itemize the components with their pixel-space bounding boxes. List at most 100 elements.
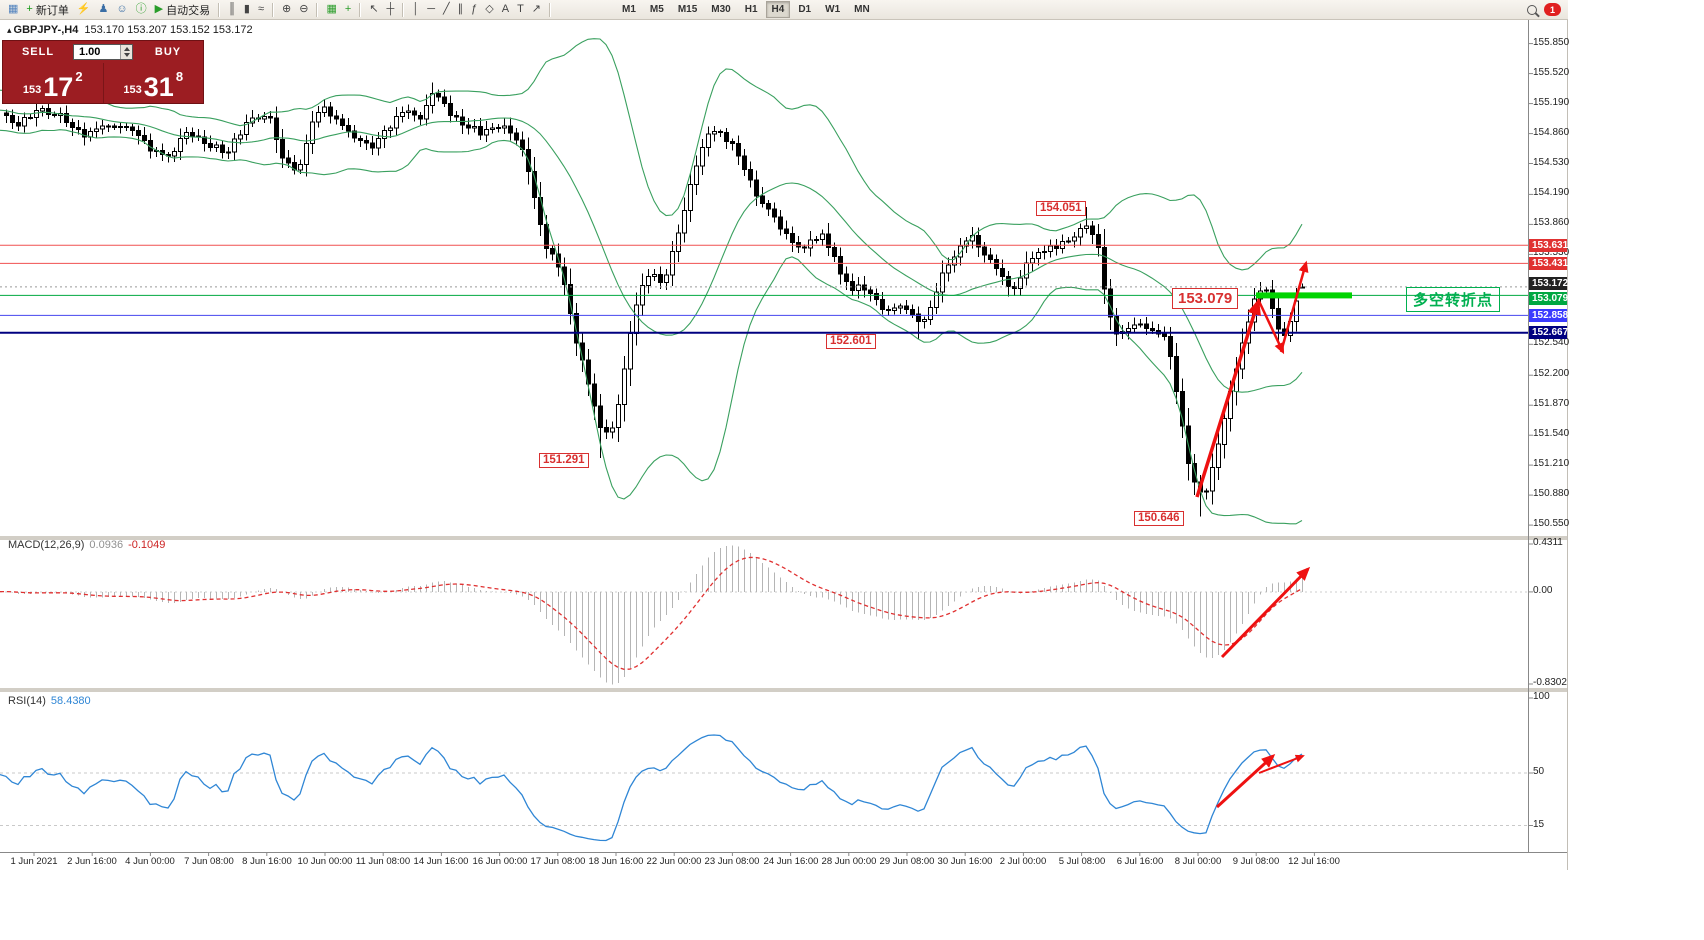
lightning-icon: ⚡ [76, 3, 91, 15]
toolbar-group-zoom: ⊕ ⊖ [278, 0, 312, 19]
sell-price-sup: 2 [75, 69, 83, 84]
sell-caption[interactable]: SELL [21, 46, 55, 58]
line-chart-icon[interactable]: ≈ [254, 1, 268, 19]
lot-spinner[interactable] [120, 45, 132, 59]
bollinger-middle-band [0, 109, 1303, 393]
new-order-icon: + [26, 3, 33, 15]
toolbar-group-windows: ▦ + [322, 0, 355, 19]
bollinger-lower-band [0, 129, 1303, 525]
bollinger-upper-band [0, 38, 1303, 271]
toolbar-groups: ▦ + 新订单 ⚡ ♟ ☺ ⓘ ▶ 自动交易 ║ ▮ ≈ ⊕ ⊖ ▦ + ↖ ┼ │ ─ ╱ ∥ ƒ ◇ A T ↗ M1 M5 M15 M… [4, 0, 877, 19]
text-icon: A [501, 3, 510, 15]
trend-arrow[interactable] [1215, 753, 1276, 809]
spinner-down-icon[interactable] [123, 53, 130, 57]
zoom-out-icon: ⊖ [299, 3, 309, 15]
buy-price-sup: 8 [175, 69, 184, 84]
timeframe-h1[interactable]: H1 [744, 4, 758, 15]
buy-button[interactable]: 153 31 8 [102, 63, 204, 103]
shapes-icon[interactable]: ◇ [481, 1, 497, 19]
search-icon[interactable] [1527, 4, 1537, 15]
crosshair-icon[interactable]: ┼ [383, 1, 399, 19]
timeframe-d1[interactable]: D1 [798, 4, 812, 15]
sell-price-big: 17 [43, 72, 74, 103]
timeframe-w1[interactable]: W1 [825, 4, 841, 15]
info-icon: ⓘ [135, 3, 147, 15]
macd-signal-value: -0.1049 [128, 539, 166, 551]
rsi-name: RSI(14) [8, 695, 46, 707]
trendline-icon[interactable]: ╱ [439, 1, 454, 19]
timeframe-h4[interactable]: H4 [765, 1, 791, 18]
horizontal-line-icon: ─ [427, 3, 435, 15]
lightning-icon[interactable]: ⚡ [73, 1, 95, 19]
bollinger-bands [0, 38, 1303, 525]
label-icon: T [517, 3, 524, 15]
rsi-panel [0, 734, 1528, 842]
macd-label: MACD(12,26,9) 0.0936 -0.1049 [8, 539, 165, 551]
community-icon[interactable]: ☺ [112, 1, 131, 19]
new-order-button-label: 新订单 [35, 4, 69, 17]
crosshair-icon: ┼ [386, 3, 395, 15]
trend-arrow[interactable] [1279, 260, 1309, 353]
ohlc-values: 153.170 153.207 153.152 153.172 [84, 24, 253, 36]
bar-chart-icon[interactable]: ║ [224, 1, 240, 19]
tile-windows-icon: ▦ [326, 3, 337, 15]
timeframe-m30[interactable]: M30 [711, 4, 731, 15]
buy-price-prefix: 153 [123, 84, 142, 96]
symbol-period-label: GBPJPY-,H4 [13, 24, 79, 36]
vertical-line-icon: │ [412, 3, 420, 15]
accounts-icon[interactable]: ♟ [95, 1, 113, 19]
zoom-out-icon[interactable]: ⊖ [295, 1, 312, 19]
arrows-icon[interactable]: ↗ [528, 1, 545, 19]
trend-arrow[interactable] [1195, 298, 1261, 498]
buy-price-big: 31 [143, 72, 174, 103]
support-highlight-bar[interactable] [1256, 292, 1352, 299]
cursor-icon[interactable]: ↖ [365, 1, 382, 19]
indicators-icon[interactable]: + [341, 1, 355, 19]
zoom-in-icon[interactable]: ⊕ [278, 1, 295, 19]
new-order-button[interactable]: + 新订单 [22, 1, 72, 19]
toolbar-separator [359, 2, 362, 17]
toolbar-group-cursors: ↖ ┼ [365, 0, 398, 19]
horizontal-line-icon[interactable]: ─ [423, 1, 439, 19]
toolbar-right: 1 [1527, 3, 1564, 16]
accounts-icon: ♟ [98, 3, 109, 15]
toolbar-group-standard-left: ▦ + 新订单 ⚡ ♟ ☺ ⓘ ▶ 自动交易 [4, 0, 214, 19]
timeframe-m5[interactable]: M5 [649, 4, 664, 15]
label-icon[interactable]: T [513, 1, 528, 19]
autotrading-button[interactable]: ▶ 自动交易 [151, 1, 214, 19]
indicators-icon: + [344, 3, 352, 15]
candlestick-chart-icon[interactable]: ▮ [240, 1, 254, 19]
timeframe-m1[interactable]: M1 [622, 4, 636, 15]
toolbar: ▦ + 新订单 ⚡ ♟ ☺ ⓘ ▶ 自动交易 ║ ▮ ≈ ⊕ ⊖ ▦ + ↖ ┼ │ ─ ╱ ∥ ƒ ◇ A T ↗ M1 M5 M15 M… [0, 0, 1568, 20]
sell-button[interactable]: 153 17 2 [3, 63, 103, 103]
spinner-up-icon[interactable] [123, 47, 130, 51]
info-icon[interactable]: ⓘ [132, 1, 151, 19]
toolbar-separator [549, 2, 552, 17]
fibonacci-icon[interactable]: ƒ [467, 1, 481, 19]
collapse-icon[interactable]: ▴ [7, 25, 12, 35]
trend-arrow[interactable] [1220, 566, 1311, 659]
toolbar-separator [316, 2, 319, 17]
rsi-value: 58.4380 [50, 695, 91, 707]
macd-signal-line [0, 556, 1303, 670]
new-chart-icon[interactable]: ▦ [4, 1, 22, 19]
one-click-trading-panel: SELL 1.00 BUY 153 17 2 153 31 8 [2, 40, 204, 104]
tile-windows-icon[interactable]: ▦ [322, 1, 340, 19]
candlesticks [4, 82, 1305, 517]
chart-canvas[interactable] [0, 0, 1568, 940]
channel-icon: ∥ [457, 3, 464, 15]
autotrading-icon: ▶ [154, 3, 164, 15]
zoom-in-icon: ⊕ [282, 3, 292, 15]
trend-arrow[interactable] [1256, 298, 1285, 355]
notification-badge[interactable]: 1 [1544, 3, 1561, 16]
autotrading-button-label: 自动交易 [166, 4, 211, 17]
buy-caption[interactable]: BUY [154, 46, 182, 58]
trendline-icon: ╱ [443, 3, 450, 15]
lot-size-input[interactable]: 1.00 [73, 44, 133, 60]
channel-icon[interactable]: ∥ [454, 1, 468, 19]
text-icon[interactable]: A [498, 1, 513, 19]
timeframe-mn[interactable]: MN [854, 4, 870, 15]
timeframe-m15[interactable]: M15 [677, 4, 698, 15]
trend-arrow[interactable] [1258, 754, 1305, 774]
vertical-line-icon[interactable]: │ [408, 1, 423, 19]
